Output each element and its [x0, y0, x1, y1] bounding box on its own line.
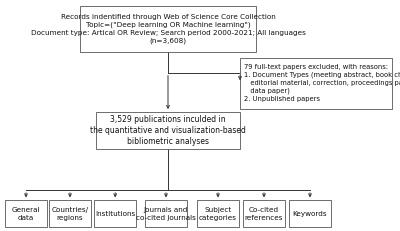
- Text: Co-cited
references: Co-cited references: [245, 207, 283, 221]
- FancyBboxPatch shape: [5, 200, 47, 227]
- Text: 79 full-text papers excluded, with reasons:
1. Document Types (meeting abstract,: 79 full-text papers excluded, with reaso…: [244, 64, 400, 102]
- Text: Countries/
regions: Countries/ regions: [52, 207, 88, 221]
- FancyBboxPatch shape: [197, 200, 239, 227]
- Text: Institutions: Institutions: [95, 211, 135, 217]
- FancyBboxPatch shape: [80, 6, 256, 52]
- FancyBboxPatch shape: [243, 200, 285, 227]
- FancyBboxPatch shape: [289, 200, 331, 227]
- Text: 3,529 publications inculded in
the quantitative and visualization-based
bibliome: 3,529 publications inculded in the quant…: [90, 115, 246, 146]
- Text: General
data: General data: [12, 207, 40, 221]
- Text: Subject
categories: Subject categories: [199, 207, 237, 221]
- Text: Journals and
co-cited journals: Journals and co-cited journals: [136, 207, 196, 221]
- Text: Keywords: Keywords: [293, 211, 327, 217]
- FancyBboxPatch shape: [94, 200, 136, 227]
- FancyBboxPatch shape: [240, 58, 392, 109]
- Text: Records indentified through Web of Science Core Collection
Topic=("Deep learning: Records indentified through Web of Scien…: [30, 14, 306, 44]
- FancyBboxPatch shape: [96, 112, 240, 149]
- FancyBboxPatch shape: [49, 200, 91, 227]
- FancyBboxPatch shape: [145, 200, 187, 227]
